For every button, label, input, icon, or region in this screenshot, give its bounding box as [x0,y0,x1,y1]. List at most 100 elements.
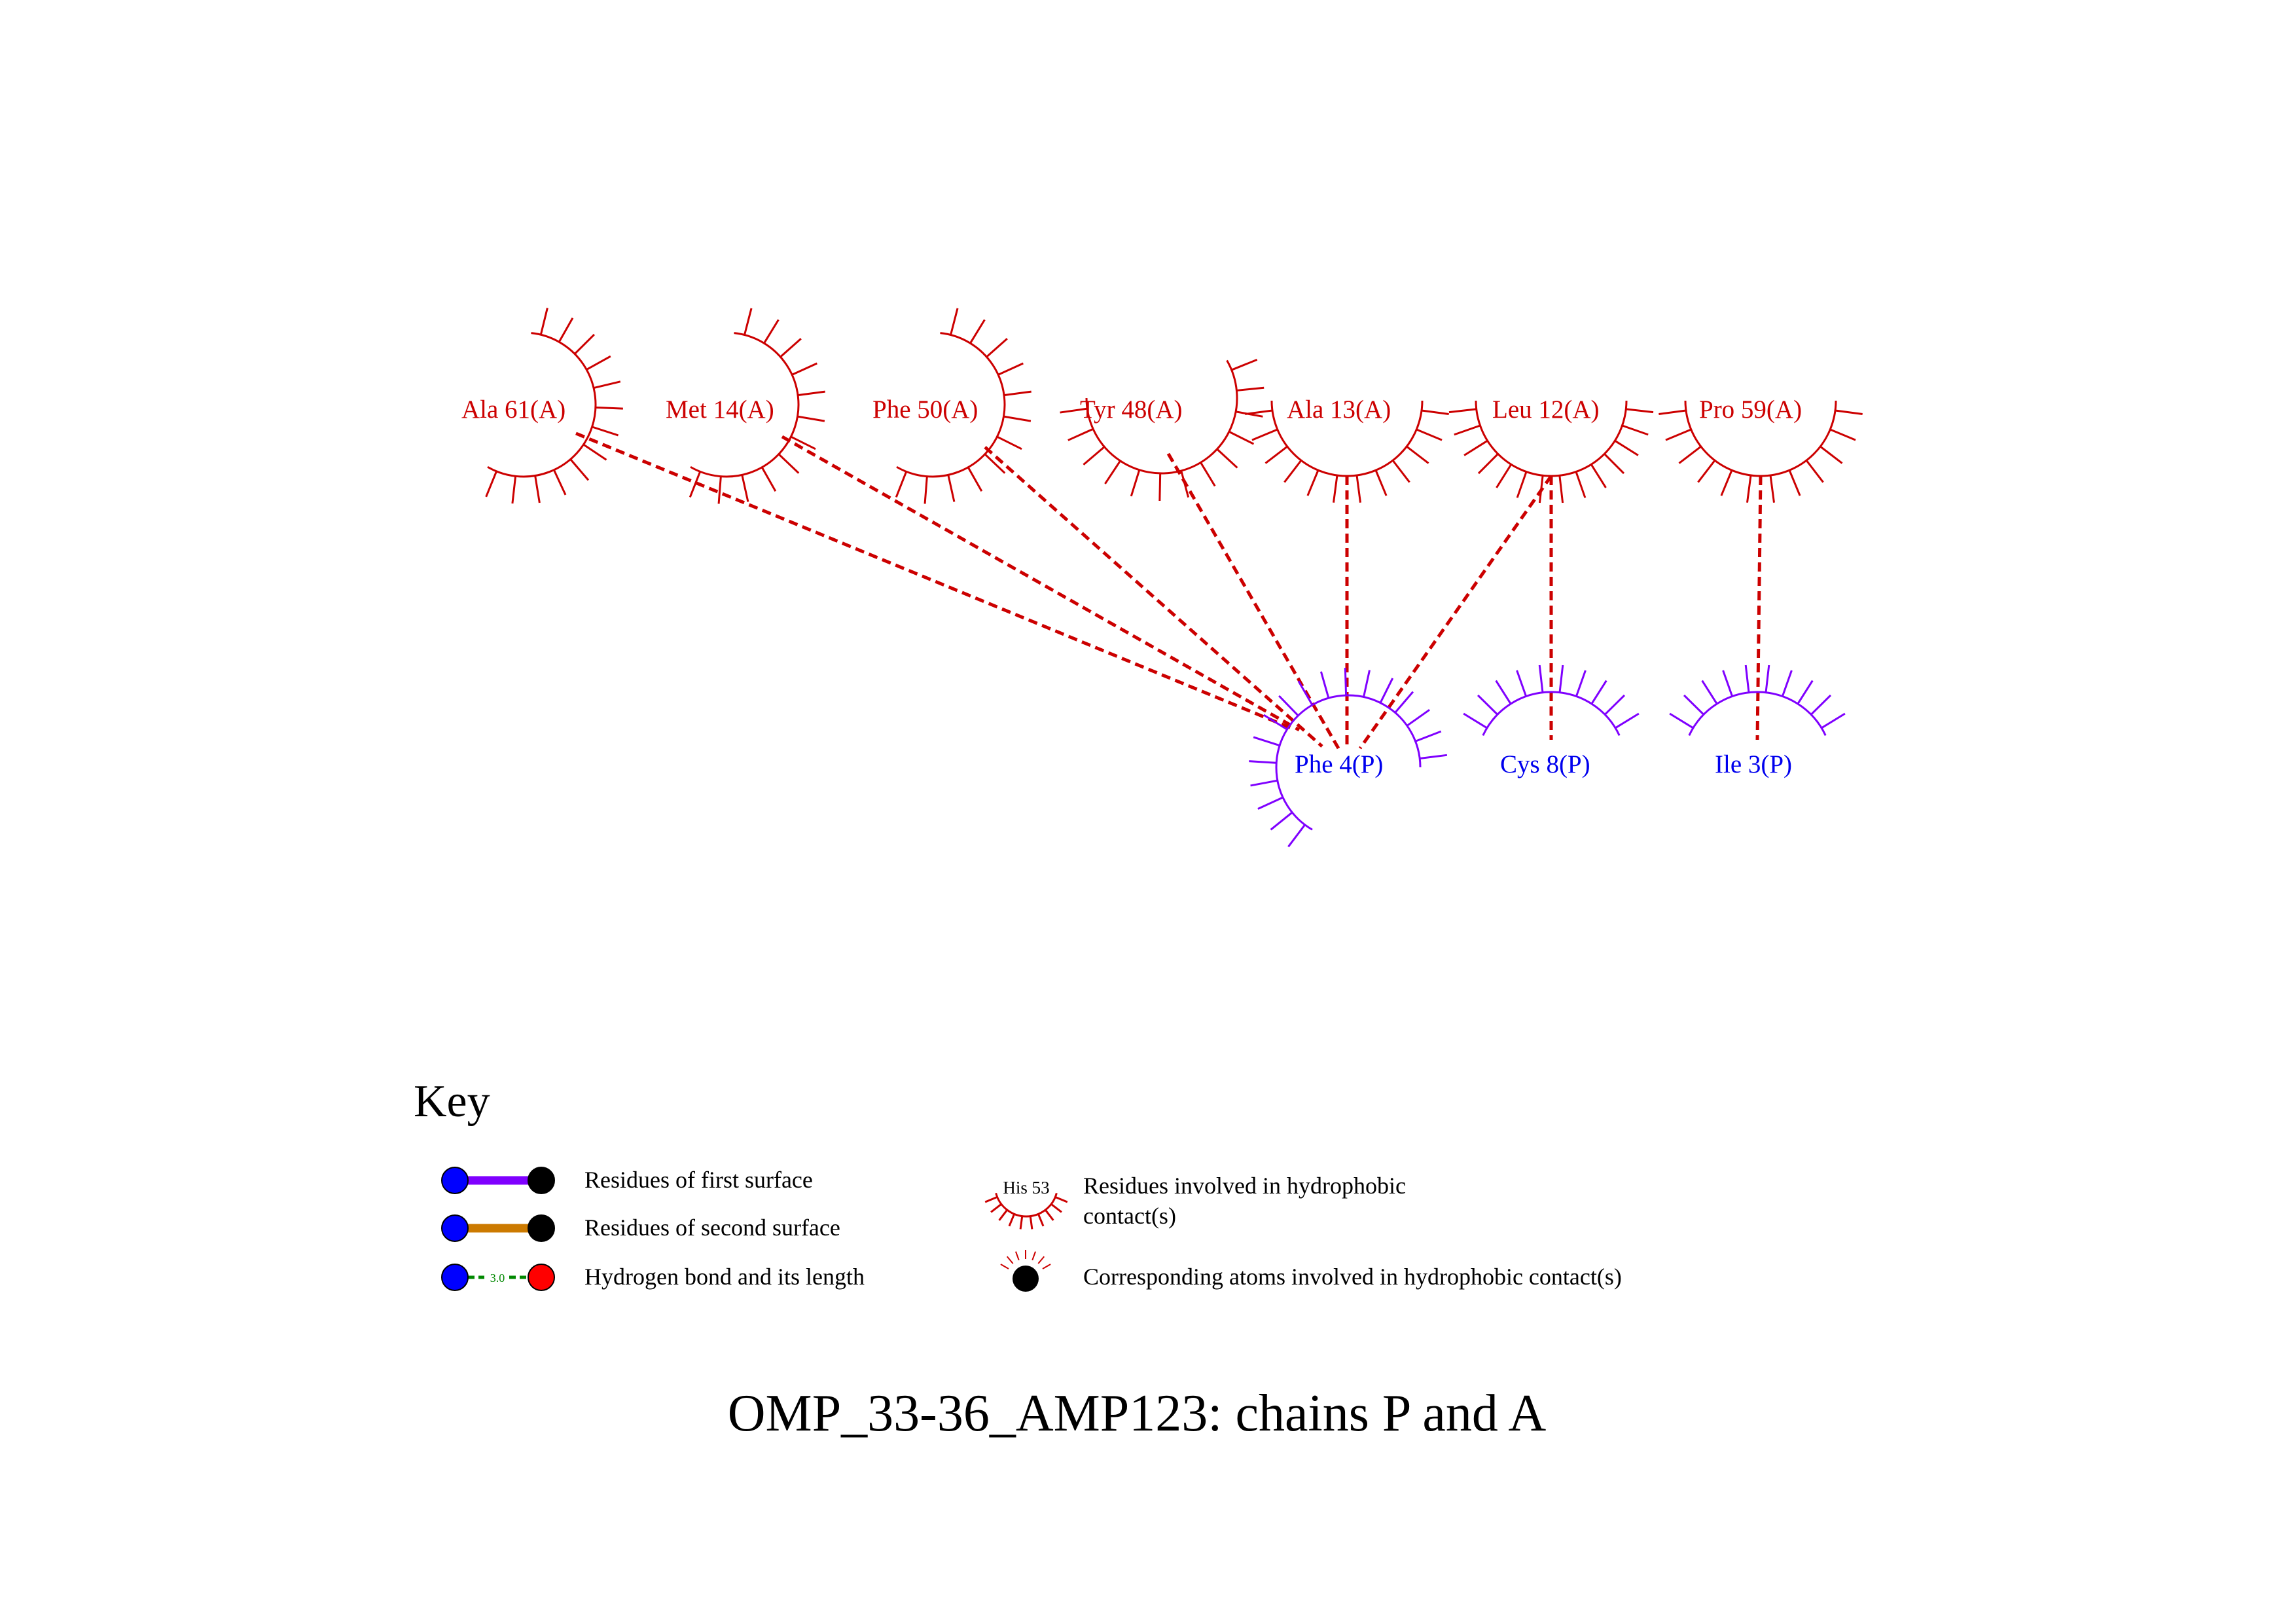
residue-ala61-arc [485,308,623,504]
residue-arc-spoke [1216,448,1238,469]
residue-arc-spoke [1257,796,1283,810]
residue-arc-spoke [1669,712,1694,729]
residue-arc-spoke [1270,811,1293,831]
residue-arc [690,332,800,478]
contact-phe50-phe4 [984,446,1323,748]
diagram-title: OMP_33-36_AMP123: chains P and A [728,1385,1547,1442]
residue-arc-spoke [797,390,825,397]
residue-arc [1688,691,1827,737]
key-second-surface: Residues of second surface [441,1214,840,1242]
residue-arc-spoke [1250,779,1278,787]
residue-arc-spoke [1067,428,1094,441]
residue-arc-spoke [1477,694,1499,716]
residue-arc-spoke [1769,475,1775,503]
residue-arc-spoke [1419,754,1448,759]
key: Key Residues of first surface Residues o… [414,1076,1622,1292]
residue-arc-spoke [790,435,816,450]
residue-arc-spoke [1297,680,1314,706]
key-hydrophobic-arc-icon [984,1193,1068,1230]
residue-arc-spoke [969,319,986,344]
residue-arc-spoke [744,308,753,335]
residue-arc-spoke [1495,680,1512,704]
second-surface-atom-c [528,1214,555,1242]
residue-arc-spoke [1626,408,1654,414]
residue-arc-spoke [1045,1209,1054,1221]
residue-arc-spoke [534,475,541,503]
key-atom-spoke [1031,1251,1036,1261]
residue-arc-spoke [1130,469,1141,497]
key-hbond-label: Hydrogen bond and its length [584,1264,865,1290]
residue-arcs [485,308,1863,848]
residue-tyr48-label: Tyr 48(A) [1080,395,1182,424]
residue-arc-spoke [1391,460,1410,483]
residue-arc-spoke [593,380,621,389]
residue-arc-spoke [1538,475,1544,503]
residue-cys8-label: Cys 8(P) [1500,750,1590,778]
key-atoms-label: Corresponding atoms involved in hydropho… [1083,1264,1622,1290]
residue-arc-spoke [1251,428,1278,441]
residue-arc [487,332,597,478]
residue-arc-spoke [967,467,983,492]
residue-arc-spoke [1249,760,1277,764]
residue-arc-spoke [1054,1195,1068,1203]
residue-arc-spoke [1835,409,1863,415]
residue-arc [896,332,1006,478]
residue-arc-spoke [741,475,749,502]
residue-arc-spoke [569,458,590,481]
chain-a-labels: Ala 61(A) Met 14(A) Phe 50(A) Tyr 48(A) … [461,395,1802,424]
residue-arc-spoke [592,426,619,437]
residue-arc-spoke [1263,714,1288,731]
contact-leu12-phe4 [1358,475,1553,750]
residue-arc-spoke [761,467,777,492]
chain-p-labels: Phe 4(P) Cys 8(P) Ile 3(P) [1295,750,1792,778]
residue-arc-spoke [552,469,567,496]
residue-arc-spoke [1746,475,1752,503]
residue-tyr48-arc [1060,358,1265,501]
residue-arc-spoke [791,362,817,376]
residue-arc-spoke [1319,671,1330,699]
residue-arc-spoke [1604,694,1626,716]
residue-arc-spoke [1363,670,1371,697]
residue-arc-spoke [1697,460,1716,483]
residue-arc-spoke [986,338,1008,358]
residue-arc-spoke [1496,464,1513,488]
residue-arc-spoke [924,476,928,504]
residue-leu12-arc [1448,400,1654,503]
residue-arc-spoke [1788,469,1801,496]
contact-ala61-phe4 [575,431,1293,731]
residue-arc-spoke [1701,680,1718,704]
residue-leu12-label: Leu 12(A) [1492,395,1600,424]
residue-arc-spoke [1558,665,1564,693]
key-atom-spoke [1015,1251,1020,1261]
residue-arc-spoke [1463,712,1488,729]
residue-arc-spoke [1060,407,1088,414]
residue-arc-spoke [1050,1203,1062,1213]
key-hydrophobic: His 53 Residues involved in hydrophobic … [984,1173,1406,1230]
residue-arc-spoke [689,471,702,498]
residue-arc [1482,691,1621,737]
residue-arc-spoke [1821,712,1846,729]
residue-phe4-label: Phe 4(P) [1295,750,1383,778]
residue-arc-spoke [1820,445,1843,464]
residue-arc-spoke [1019,1216,1024,1230]
residue-arc-spoke [998,1209,1008,1221]
residue-pro59-label: Pro 59(A) [1699,395,1802,424]
residue-arc-spoke [895,471,908,498]
residue-arc-spoke [1394,691,1414,714]
residue-arc-spoke [1722,670,1734,697]
residue-arc-spoke [780,338,802,358]
residue-arc-spoke [1253,736,1280,747]
residue-arc-spoke [1678,445,1702,464]
residue-arc-spoke [1278,695,1299,717]
residue-arc-spoke [583,443,607,461]
residue-arc-spoke [950,308,959,335]
residue-arc-spoke [1236,386,1265,392]
residue-arc-spoke [1614,439,1639,456]
residue-pro59-arc [1659,400,1863,503]
residue-arc-spoke [1379,678,1394,704]
residue-phe4-arc [1249,668,1448,848]
residue-arc-spoke [1180,470,1190,498]
residue-arc-spoke [1810,694,1832,716]
key-second-surface-label: Residues of second surface [584,1214,840,1241]
residue-arc-spoke [1355,475,1361,503]
